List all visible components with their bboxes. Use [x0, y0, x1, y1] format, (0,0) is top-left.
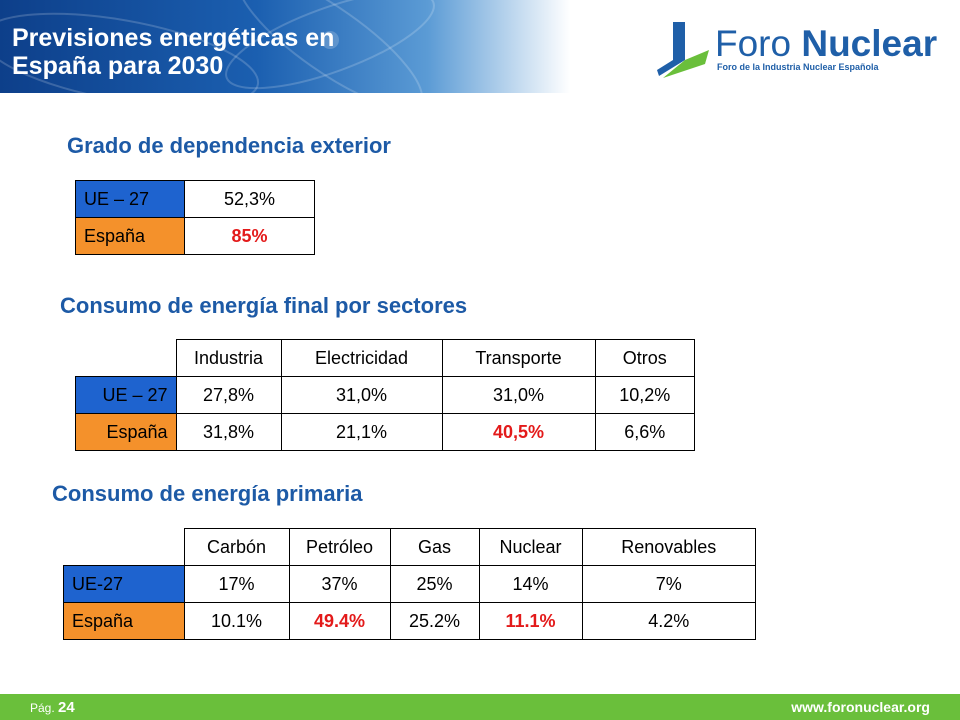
cell-value: 10,2%	[594, 376, 695, 414]
cell-value-highlight: 40,5%	[441, 413, 596, 451]
cell-value: 37%	[288, 565, 391, 603]
table-header-row: Carbón Petróleo Gas Nuclear Renovables	[64, 528, 756, 566]
cell-value-highlight: 85%	[184, 217, 315, 255]
page-title-line1: Previsiones energéticas en	[12, 24, 335, 52]
logo-name: Foro Nuclear	[715, 24, 937, 64]
cell-value: 31,0%	[280, 376, 443, 414]
dependencia-table: UE – 27 52,3% España 85%	[75, 180, 315, 255]
section-title-final: Consumo de energía final por sectores	[60, 293, 468, 318]
table-row: España 31,8% 21,1% 40,5% 6,6%	[75, 413, 695, 451]
logo-tagline: Foro de la Industria Nuclear Española	[717, 62, 879, 72]
page-number: Pág. 24	[30, 699, 75, 716]
page-title-line2: España para 2030	[12, 52, 224, 80]
table-row: UE-27 17% 37% 25% 14% 7%	[63, 565, 756, 603]
cell-value: 21,1%	[280, 413, 443, 451]
column-header: Renovables	[581, 528, 756, 566]
header-blank	[76, 340, 177, 377]
column-header: Industria	[175, 339, 282, 377]
header-banner	[0, 0, 570, 93]
cell-value: 31,8%	[175, 413, 282, 451]
logo-name-bold: Nuclear	[801, 23, 938, 64]
section-title-primaria: Consumo de energía primaria	[52, 481, 363, 506]
cell-value: 7%	[581, 565, 756, 603]
column-header: Electricidad	[280, 339, 443, 377]
cell-value: 25%	[389, 565, 480, 603]
cell-value: 52,3%	[184, 180, 315, 218]
page-title: Previsiones energéticas en España para 2…	[12, 24, 334, 80]
column-header: Otros	[594, 339, 695, 377]
row-label-ue: UE – 27	[75, 180, 185, 218]
cell-value: 27,8%	[175, 376, 282, 414]
column-header: Petróleo	[288, 528, 391, 566]
cell-value: 17%	[183, 565, 290, 603]
column-header: Nuclear	[478, 528, 583, 566]
cell-value: 10.1%	[183, 602, 290, 640]
header-blank	[64, 529, 185, 566]
table-row: España 10.1% 49.4% 25.2% 11.1% 4.2%	[63, 602, 756, 640]
table-header-row: Industria Electricidad Transporte Otros	[76, 339, 695, 377]
table-row: UE – 27 52,3%	[75, 180, 315, 218]
section-title-dependencia: Grado de dependencia exterior	[67, 133, 391, 158]
cell-value: 6,6%	[594, 413, 695, 451]
final-table: Industria Electricidad Transporte Otros …	[75, 339, 695, 451]
column-header: Carbón	[183, 528, 290, 566]
cell-value: 25.2%	[389, 602, 480, 640]
column-header: Transporte	[441, 339, 596, 377]
row-label-ue: UE-27	[63, 565, 185, 603]
logo-name-light: Foro	[715, 23, 802, 64]
atom-pattern-icon	[0, 0, 435, 93]
cell-value-highlight: 49.4%	[288, 602, 391, 640]
header: Previsiones energéticas en España para 2…	[0, 0, 960, 93]
foro-nuclear-logo: Foro Nuclear Foro de la Industria Nuclea…	[655, 20, 937, 80]
row-label-ue: UE – 27	[75, 376, 177, 414]
page-number-value: 24	[58, 699, 75, 716]
cell-value: 31,0%	[441, 376, 596, 414]
cell-value-highlight: 11.1%	[478, 602, 583, 640]
table-row: España 85%	[75, 217, 315, 255]
row-label-espana: España	[63, 602, 185, 640]
table-row: UE – 27 27,8% 31,0% 31,0% 10,2%	[75, 376, 695, 414]
cell-value: 14%	[478, 565, 583, 603]
cell-value: 4.2%	[581, 602, 756, 640]
row-label-espana: España	[75, 217, 185, 255]
page-label: Pág.	[30, 701, 55, 715]
footer: Pág. 24 www.foronuclear.org	[0, 694, 960, 720]
column-header: Gas	[389, 528, 480, 566]
logo-mark-icon	[657, 22, 709, 78]
primaria-table: Carbón Petróleo Gas Nuclear Renovables U…	[63, 528, 756, 640]
website-link[interactable]: www.foronuclear.org	[791, 699, 930, 715]
row-label-espana: España	[75, 413, 177, 451]
